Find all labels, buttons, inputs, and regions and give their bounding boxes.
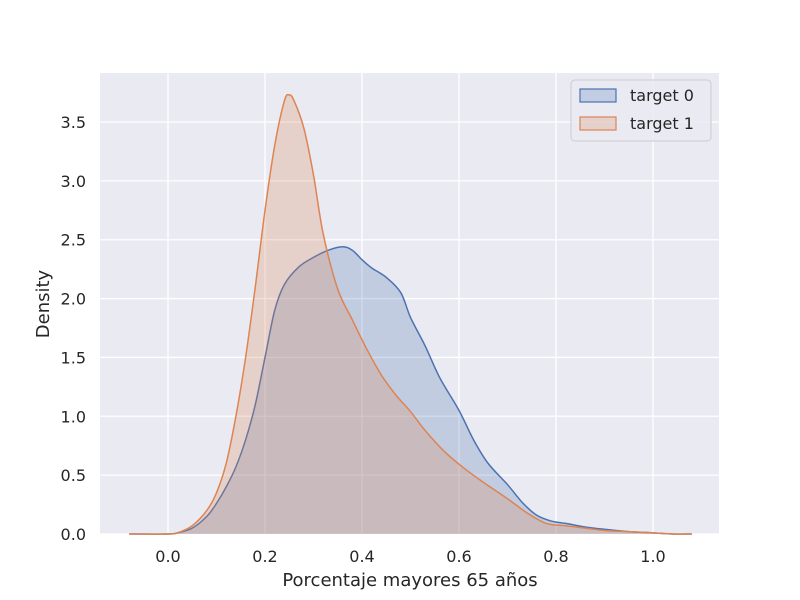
grid-lines: [100, 73, 719, 535]
series-line-target-1: [129, 93, 692, 535]
y-tick-labels: 0.0 0.5 1.0 1.5 2.0 2.5 3.0 3.5: [61, 113, 86, 544]
x-tick-label: 1.0: [640, 547, 665, 566]
legend-label: target 0: [630, 86, 694, 105]
y-tick-label: 0.0: [61, 525, 86, 544]
y-tick-label: 1.5: [61, 348, 86, 367]
legend: target 0 target 1: [570, 79, 712, 142]
x-tick-label: 0.2: [252, 547, 277, 566]
y-tick-label: 2.5: [61, 231, 86, 250]
plot-background: [100, 73, 719, 534]
x-tick-label: 0.6: [446, 547, 471, 566]
y-axis-label: Density: [33, 269, 54, 338]
x-tick-label: 0.0: [155, 547, 180, 566]
y-tick-label: 3.0: [61, 172, 86, 191]
series-area-target-1: [129, 94, 692, 535]
x-tick-label: 0.4: [349, 547, 374, 566]
series-layer: [129, 93, 692, 535]
y-tick-label: 3.5: [61, 113, 86, 132]
series-area-target-0: [129, 246, 692, 535]
legend-swatch: [579, 116, 617, 131]
legend-box: [570, 79, 712, 142]
x-axis-label: Porcentaje mayores 65 años: [282, 570, 537, 591]
legend-swatch: [579, 88, 617, 103]
x-tick-labels: 0.0 0.2 0.4 0.6 0.8 1.0: [155, 547, 665, 566]
series-line-target-0: [129, 246, 692, 535]
y-tick-label: 1.0: [61, 407, 86, 426]
y-tick-label: 0.5: [61, 466, 86, 485]
y-tick-label: 2.0: [61, 290, 86, 309]
legend-label: target 1: [630, 114, 694, 133]
x-tick-label: 0.8: [543, 547, 568, 566]
